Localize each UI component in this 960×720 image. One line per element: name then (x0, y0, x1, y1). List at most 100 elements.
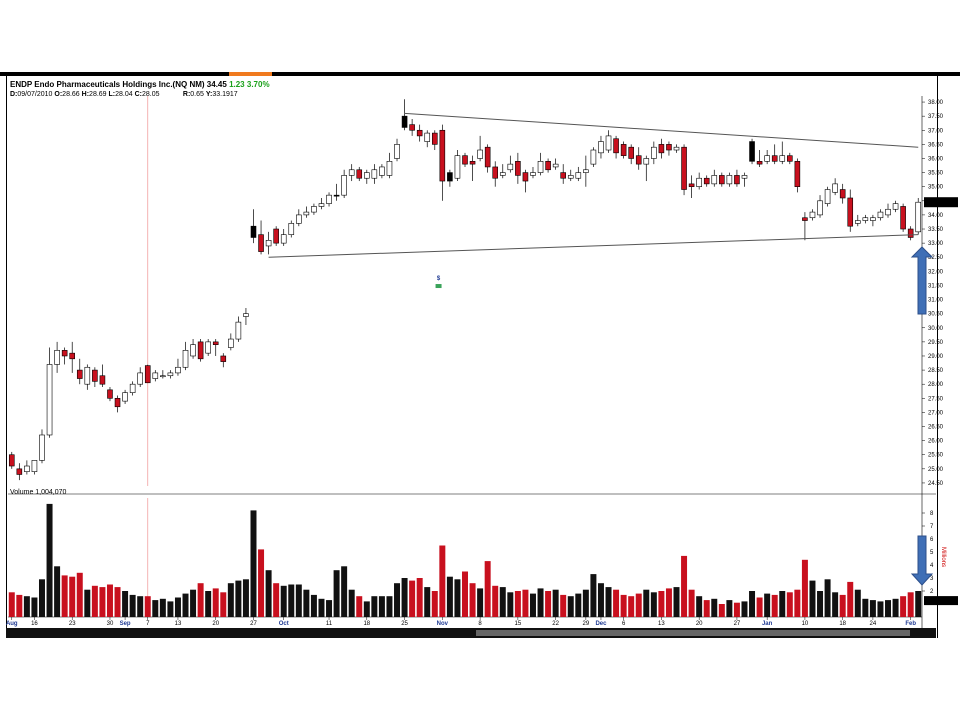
volume-bar[interactable] (212, 588, 219, 617)
volume-bar[interactable] (462, 571, 468, 618)
volume-bar[interactable] (620, 594, 627, 617)
candle-body[interactable] (326, 194, 332, 204)
candle-body[interactable] (228, 338, 234, 348)
candle-body[interactable] (885, 208, 891, 216)
volume-bar[interactable] (839, 594, 846, 617)
candle-body[interactable] (137, 372, 143, 385)
candle-body[interactable] (522, 172, 529, 182)
candle-body[interactable] (756, 161, 763, 165)
volume-bar[interactable] (23, 596, 30, 617)
candle-body[interactable] (99, 375, 106, 385)
volume-bar[interactable] (16, 594, 23, 617)
chart-scrollbar[interactable] (6, 628, 936, 638)
candle-body[interactable] (76, 369, 83, 379)
candle-body[interactable] (855, 220, 861, 224)
candle-body[interactable] (243, 313, 249, 317)
volume-bar[interactable] (122, 591, 129, 617)
candle-body[interactable] (530, 172, 536, 176)
volume-bar[interactable] (817, 591, 824, 617)
volume-bar[interactable] (869, 600, 876, 617)
candle-body[interactable] (235, 321, 242, 340)
candle-body[interactable] (114, 398, 121, 408)
volume-bar[interactable] (91, 585, 98, 617)
volume-bar[interactable] (76, 572, 83, 617)
candle-body[interactable] (371, 169, 378, 179)
volume-bar[interactable] (333, 570, 340, 617)
volume-bar[interactable] (711, 598, 718, 617)
volume-bar[interactable] (575, 593, 582, 617)
candle-body[interactable] (318, 203, 325, 207)
candle-body[interactable] (205, 341, 211, 354)
volume-bar[interactable] (718, 604, 725, 617)
candle-body[interactable] (24, 465, 30, 472)
candle-body[interactable] (46, 364, 53, 436)
candle-body[interactable] (862, 217, 869, 221)
candle-body[interactable] (545, 161, 551, 171)
volume-bar[interactable] (907, 592, 914, 617)
candle-body[interactable] (824, 189, 831, 204)
volume-bar[interactable] (310, 594, 317, 617)
candle-body[interactable] (802, 217, 808, 221)
volume-bar[interactable] (326, 600, 333, 617)
candle-body[interactable] (628, 146, 634, 159)
volume-bar[interactable] (832, 592, 839, 617)
volume-bar[interactable] (597, 583, 604, 617)
volume-bar[interactable] (484, 561, 491, 617)
candle-body[interactable] (613, 138, 619, 154)
volume-bar[interactable] (371, 596, 378, 617)
volume-bar[interactable] (401, 578, 408, 617)
candle-body[interactable] (681, 146, 687, 190)
candle-body[interactable] (69, 352, 75, 360)
candle-body[interactable] (160, 375, 166, 378)
candle-body[interactable] (605, 135, 612, 151)
volume-bar[interactable] (900, 596, 907, 617)
candle-body[interactable] (341, 175, 347, 196)
volume-bar[interactable] (38, 579, 45, 617)
volume-bar[interactable] (446, 576, 453, 617)
candle-body[interactable] (832, 183, 838, 193)
candle-body[interactable] (469, 161, 476, 165)
candle-body[interactable] (265, 240, 272, 247)
candle-body[interactable] (583, 169, 589, 173)
volume-bar[interactable] (673, 587, 680, 617)
candle-body[interactable] (182, 350, 189, 368)
candle-body[interactable] (492, 166, 499, 179)
volume-bar[interactable] (341, 566, 348, 617)
candle-body[interactable] (567, 175, 574, 179)
volume-bar[interactable] (915, 591, 922, 617)
candle-body[interactable] (839, 189, 846, 199)
volume-bar[interactable] (545, 591, 552, 617)
candle-body[interactable] (296, 214, 302, 224)
volume-bar[interactable] (197, 583, 204, 617)
trendline-lower[interactable] (268, 234, 919, 258)
volume-bar[interactable] (265, 570, 272, 617)
candle-body[interactable] (92, 369, 98, 382)
volume-bar[interactable] (658, 591, 665, 617)
volume-bar[interactable] (794, 589, 801, 617)
candle-body[interactable] (364, 172, 370, 179)
volume-bar[interactable] (386, 596, 393, 617)
candle-body[interactable] (658, 144, 665, 154)
candle-body[interactable] (311, 206, 317, 213)
volume-bar[interactable] (529, 593, 536, 617)
candle-body[interactable] (643, 158, 650, 165)
candle-body[interactable] (688, 183, 695, 187)
volume-bar[interactable] (356, 596, 363, 617)
candle-body[interactable] (39, 434, 45, 461)
volume-bar[interactable] (537, 588, 544, 617)
candle-body[interactable] (462, 155, 468, 165)
candle-body[interactable] (817, 200, 823, 216)
candle-body[interactable] (719, 175, 725, 185)
candle-body[interactable] (590, 149, 597, 165)
candle-body[interactable] (303, 211, 310, 216)
candle-body[interactable] (598, 141, 604, 154)
candle-body[interactable] (787, 155, 793, 162)
volume-bar[interactable] (416, 578, 423, 617)
volume-bar[interactable] (258, 549, 265, 617)
volume-bar[interactable] (665, 588, 672, 617)
volume-bar[interactable] (54, 566, 61, 617)
candle-body[interactable] (696, 177, 702, 187)
candle-body[interactable] (431, 132, 438, 145)
volume-bar[interactable] (205, 591, 212, 617)
volume-bar[interactable] (892, 598, 899, 617)
